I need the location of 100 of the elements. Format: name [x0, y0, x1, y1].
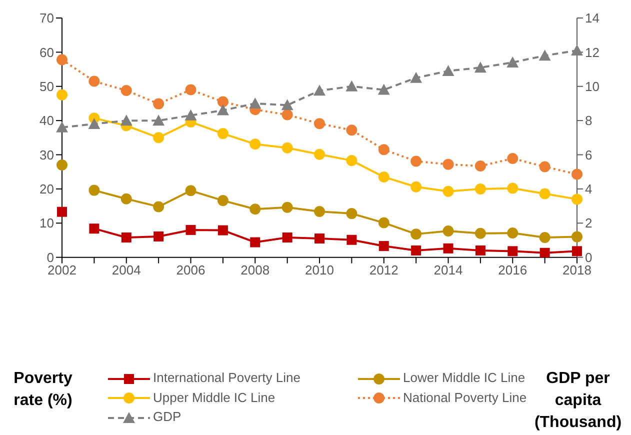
- x-tick-label: 2018: [562, 262, 592, 278]
- point: [410, 72, 422, 83]
- point: [507, 153, 518, 164]
- point: [572, 168, 582, 180]
- point: [314, 148, 325, 160]
- point: [153, 98, 164, 110]
- point: [572, 194, 582, 205]
- point: [378, 217, 390, 228]
- point: [153, 132, 164, 144]
- point: [378, 241, 389, 252]
- point: [250, 237, 260, 248]
- point: [507, 228, 518, 239]
- point: [539, 188, 550, 200]
- x-tick-label: 2002: [48, 262, 76, 278]
- point: [378, 144, 390, 156]
- point: [282, 142, 293, 154]
- point: [154, 231, 164, 242]
- y2-tick-label: 4: [585, 182, 592, 197]
- point: [56, 121, 68, 132]
- point: [475, 245, 486, 256]
- point: [56, 89, 68, 100]
- point: [540, 248, 550, 258]
- y2-tick-label: 8: [585, 113, 592, 128]
- point: [378, 171, 390, 182]
- y-tick-label: 50: [40, 78, 54, 94]
- point: [474, 183, 486, 194]
- point: [508, 246, 518, 256]
- point: [185, 84, 196, 96]
- x-tick-label: 2012: [369, 262, 398, 278]
- x-tick-label: 2004: [112, 262, 141, 278]
- point: [120, 193, 132, 204]
- point: [410, 181, 422, 192]
- point: [507, 182, 518, 194]
- point: [506, 56, 519, 68]
- point: [282, 109, 293, 120]
- y-tick-label: 70: [40, 10, 54, 26]
- point: [152, 114, 165, 126]
- y-tick-label: 10: [40, 216, 54, 231]
- point: [217, 128, 228, 140]
- point: [538, 50, 551, 61]
- legend-label: International Poverty Line: [152, 370, 302, 386]
- point: [378, 84, 390, 95]
- point: [88, 118, 100, 129]
- y2-tick-label: 12: [585, 44, 600, 60]
- point: [346, 234, 357, 245]
- point: [217, 195, 228, 206]
- point: [217, 96, 228, 108]
- x-tick-label: 2014: [434, 262, 463, 278]
- point: [410, 228, 422, 240]
- y2-tick-label: 6: [585, 147, 592, 162]
- point: [571, 44, 583, 56]
- point: [314, 118, 325, 130]
- point: [314, 84, 326, 96]
- point: [281, 99, 294, 110]
- point: [57, 206, 67, 217]
- point: [89, 224, 100, 234]
- y2-tick-label: 2: [585, 216, 592, 231]
- point: [346, 80, 358, 92]
- legend-label: Upper Middle IC Line: [152, 390, 276, 406]
- y-tick-label: 0: [46, 250, 54, 265]
- point: [250, 138, 261, 150]
- point: [539, 161, 550, 172]
- y2-tick-label: 10: [585, 78, 600, 94]
- point: [56, 160, 68, 171]
- y-tick-label: 30: [40, 147, 54, 162]
- y-tick-label: 60: [40, 44, 54, 60]
- point: [216, 104, 229, 116]
- point: [442, 158, 454, 170]
- point: [474, 160, 486, 172]
- y-tick-label: 40: [40, 113, 54, 128]
- x-tick-label: 2010: [305, 262, 334, 278]
- x-tick-label: 2008: [240, 262, 270, 278]
- point: [346, 124, 358, 136]
- point: [120, 84, 132, 96]
- point: [153, 201, 164, 212]
- y-tick-label: 20: [40, 182, 54, 197]
- point: [184, 109, 197, 120]
- point: [186, 224, 196, 235]
- point: [346, 155, 358, 166]
- point: [282, 202, 293, 213]
- point: [314, 234, 324, 244]
- text: Poverty rate (%): [12, 369, 74, 411]
- point: [56, 54, 68, 66]
- point: [442, 186, 454, 197]
- legend-label: GDP: [152, 409, 182, 425]
- point: [120, 114, 132, 126]
- point: [185, 185, 196, 196]
- point: [346, 208, 358, 220]
- point: [121, 232, 132, 242]
- y2-tick-label: 0: [585, 250, 592, 265]
- x-tick-label: 2006: [176, 262, 206, 278]
- y2-tick-label: 14: [585, 10, 600, 26]
- legend-label: Lower Middle IC Line: [403, 370, 526, 385]
- point: [88, 184, 100, 196]
- point: [282, 232, 292, 242]
- point: [442, 64, 454, 76]
- point: [411, 245, 422, 256]
- point: [474, 62, 486, 73]
- point: [410, 156, 422, 167]
- point: [443, 243, 454, 254]
